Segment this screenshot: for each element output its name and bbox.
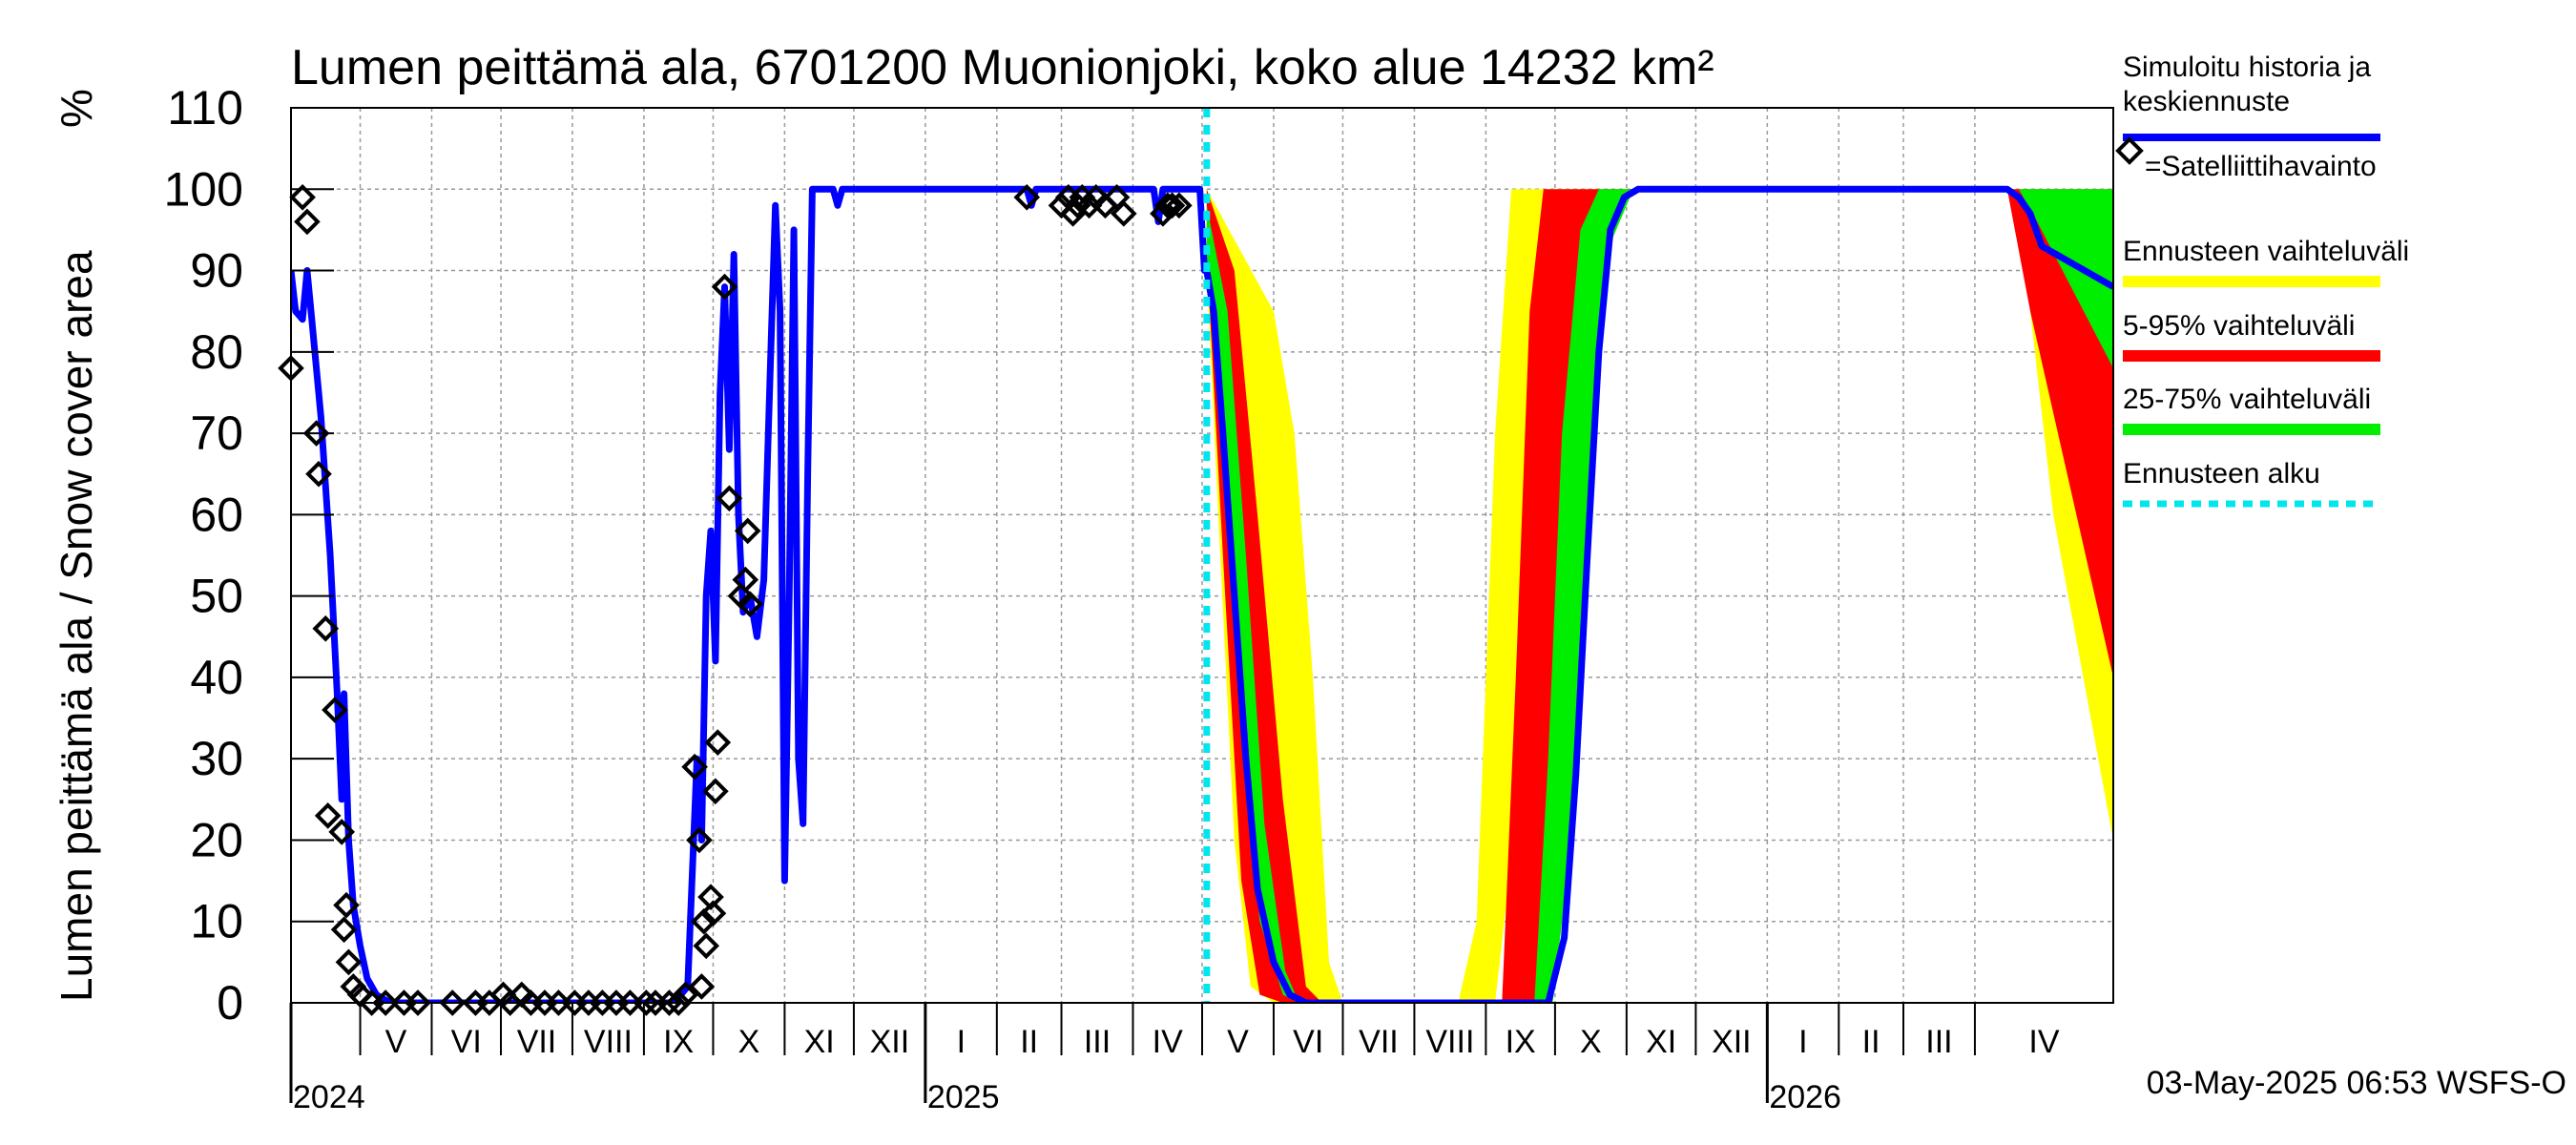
month-tick-label: IV bbox=[2028, 1024, 2059, 1060]
satellite-marker bbox=[702, 778, 729, 805]
y-tick-label: 90 bbox=[190, 244, 243, 298]
y-tick-label: 0 bbox=[217, 976, 243, 1030]
satellite-marker bbox=[328, 819, 356, 845]
satellite-marker bbox=[1059, 200, 1087, 227]
series-lines bbox=[291, 108, 2113, 1003]
satellite-marker bbox=[289, 183, 316, 211]
satellite-marker bbox=[734, 517, 761, 545]
satellite-marker bbox=[1150, 200, 1176, 227]
month-tick-label: III bbox=[1925, 1024, 1952, 1060]
y-tick-label: 20 bbox=[190, 813, 243, 866]
satellite-marker bbox=[1110, 200, 1137, 227]
legend-label: keskiennuste bbox=[2123, 86, 2290, 117]
satellite-marker bbox=[665, 989, 693, 1016]
satellite-marker bbox=[335, 948, 363, 976]
month-tick-label: VIII bbox=[1425, 1024, 1474, 1060]
satellite-marker bbox=[1013, 183, 1041, 211]
y-tick-label: 100 bbox=[164, 162, 243, 216]
legend-label: Simuloitu historia ja bbox=[2123, 52, 2371, 83]
satellite-marker bbox=[330, 916, 358, 944]
month-tick-label: VIII bbox=[584, 1024, 633, 1060]
y-tick-label: 40 bbox=[190, 651, 243, 704]
legend-label: 25-75% vaihteluväli bbox=[2123, 384, 2371, 415]
satellite-marker bbox=[655, 989, 683, 1016]
simulated-line bbox=[291, 185, 2113, 1003]
footer-timestamp: 03-May-2025 06:53 WSFS-O bbox=[2147, 1065, 2566, 1101]
y-tick-label: 30 bbox=[190, 732, 243, 785]
satellite-marker bbox=[294, 208, 321, 236]
month-tick-label: I bbox=[1798, 1024, 1807, 1060]
month-tick-label: X bbox=[738, 1024, 760, 1060]
month-tick-label: VII bbox=[1359, 1024, 1399, 1060]
month-tick-label: V bbox=[1227, 1024, 1249, 1060]
satellite-marker bbox=[688, 973, 716, 1000]
chart-title: Lumen peittämä ala, 6701200 Muonionjoki,… bbox=[291, 40, 1714, 95]
month-tick-label: XII bbox=[1712, 1024, 1752, 1060]
month-tick-label: II bbox=[1862, 1024, 1880, 1060]
satellite-marker bbox=[333, 891, 360, 919]
legend-marker bbox=[2115, 136, 2144, 165]
satellite-marker bbox=[672, 981, 699, 1009]
satellite-marker bbox=[372, 989, 399, 1016]
forecast-bands bbox=[1206, 189, 2113, 1003]
month-tick-label: I bbox=[957, 1024, 966, 1060]
month-tick-label: IX bbox=[663, 1024, 694, 1060]
satellite-marker bbox=[686, 826, 713, 854]
satellite-marker bbox=[1158, 192, 1186, 219]
month-tick-label: XII bbox=[870, 1024, 910, 1060]
y-tick-label: 60 bbox=[190, 488, 243, 541]
satellite-marker bbox=[699, 900, 727, 927]
satellite-marker bbox=[681, 753, 708, 781]
y-axis-unit: % bbox=[52, 89, 101, 128]
y-tick-label: 10 bbox=[190, 895, 243, 948]
month-tick-label: XI bbox=[1646, 1024, 1676, 1060]
satellite-marker bbox=[704, 729, 732, 756]
month-tick-label: X bbox=[1580, 1024, 1602, 1060]
y-tick-label: 50 bbox=[190, 570, 243, 623]
satellite-marker bbox=[314, 802, 342, 829]
satellite-marker bbox=[633, 989, 660, 1016]
y-tick-label: 70 bbox=[190, 406, 243, 460]
legend-label: 5-95% vaihteluväli bbox=[2123, 310, 2355, 342]
y-tick-label: 110 bbox=[167, 81, 243, 135]
satellite-marker bbox=[305, 460, 332, 488]
y-axis-label: Lumen peittämä ala / Snow cover area bbox=[52, 250, 101, 1002]
legend-label: Ennusteen vaihteluväli bbox=[2123, 236, 2409, 267]
satellite-marker bbox=[439, 989, 467, 1016]
satellite-marker bbox=[322, 697, 348, 723]
satellite-marker bbox=[711, 273, 738, 301]
satellite-marker bbox=[302, 420, 330, 447]
satellite-marker bbox=[732, 566, 759, 593]
month-tick-label: VI bbox=[1293, 1024, 1323, 1060]
satellite-marker bbox=[693, 932, 720, 960]
month-tick-label: V bbox=[385, 1024, 407, 1060]
satellite-marker bbox=[716, 485, 743, 512]
month-tick-label: IX bbox=[1506, 1024, 1536, 1060]
month-tick-label: II bbox=[1020, 1024, 1038, 1060]
month-tick-label: IV bbox=[1153, 1024, 1183, 1060]
month-tick-label: VII bbox=[517, 1024, 557, 1060]
year-tick-label: 2024 bbox=[293, 1079, 365, 1115]
year-tick-label: 2025 bbox=[927, 1079, 1000, 1115]
month-tick-label: III bbox=[1084, 1024, 1111, 1060]
band-5-95-vaihteluv-li bbox=[1206, 189, 2113, 1003]
legend-label: Ennusteen alku bbox=[2123, 458, 2320, 489]
satellite-marker bbox=[405, 989, 431, 1016]
satellite-marker bbox=[1165, 192, 1193, 219]
month-tick-label: XI bbox=[804, 1024, 835, 1060]
legend-label: =Satelliittihavainto bbox=[2145, 151, 2377, 182]
satellite-markers bbox=[278, 183, 1193, 1016]
satellite-marker bbox=[312, 614, 340, 642]
satellite-marker bbox=[690, 907, 717, 935]
month-tick-label: VI bbox=[451, 1024, 482, 1060]
year-tick-label: 2026 bbox=[1769, 1079, 1841, 1115]
y-tick-label: 80 bbox=[190, 325, 243, 379]
satellite-marker bbox=[737, 591, 763, 617]
